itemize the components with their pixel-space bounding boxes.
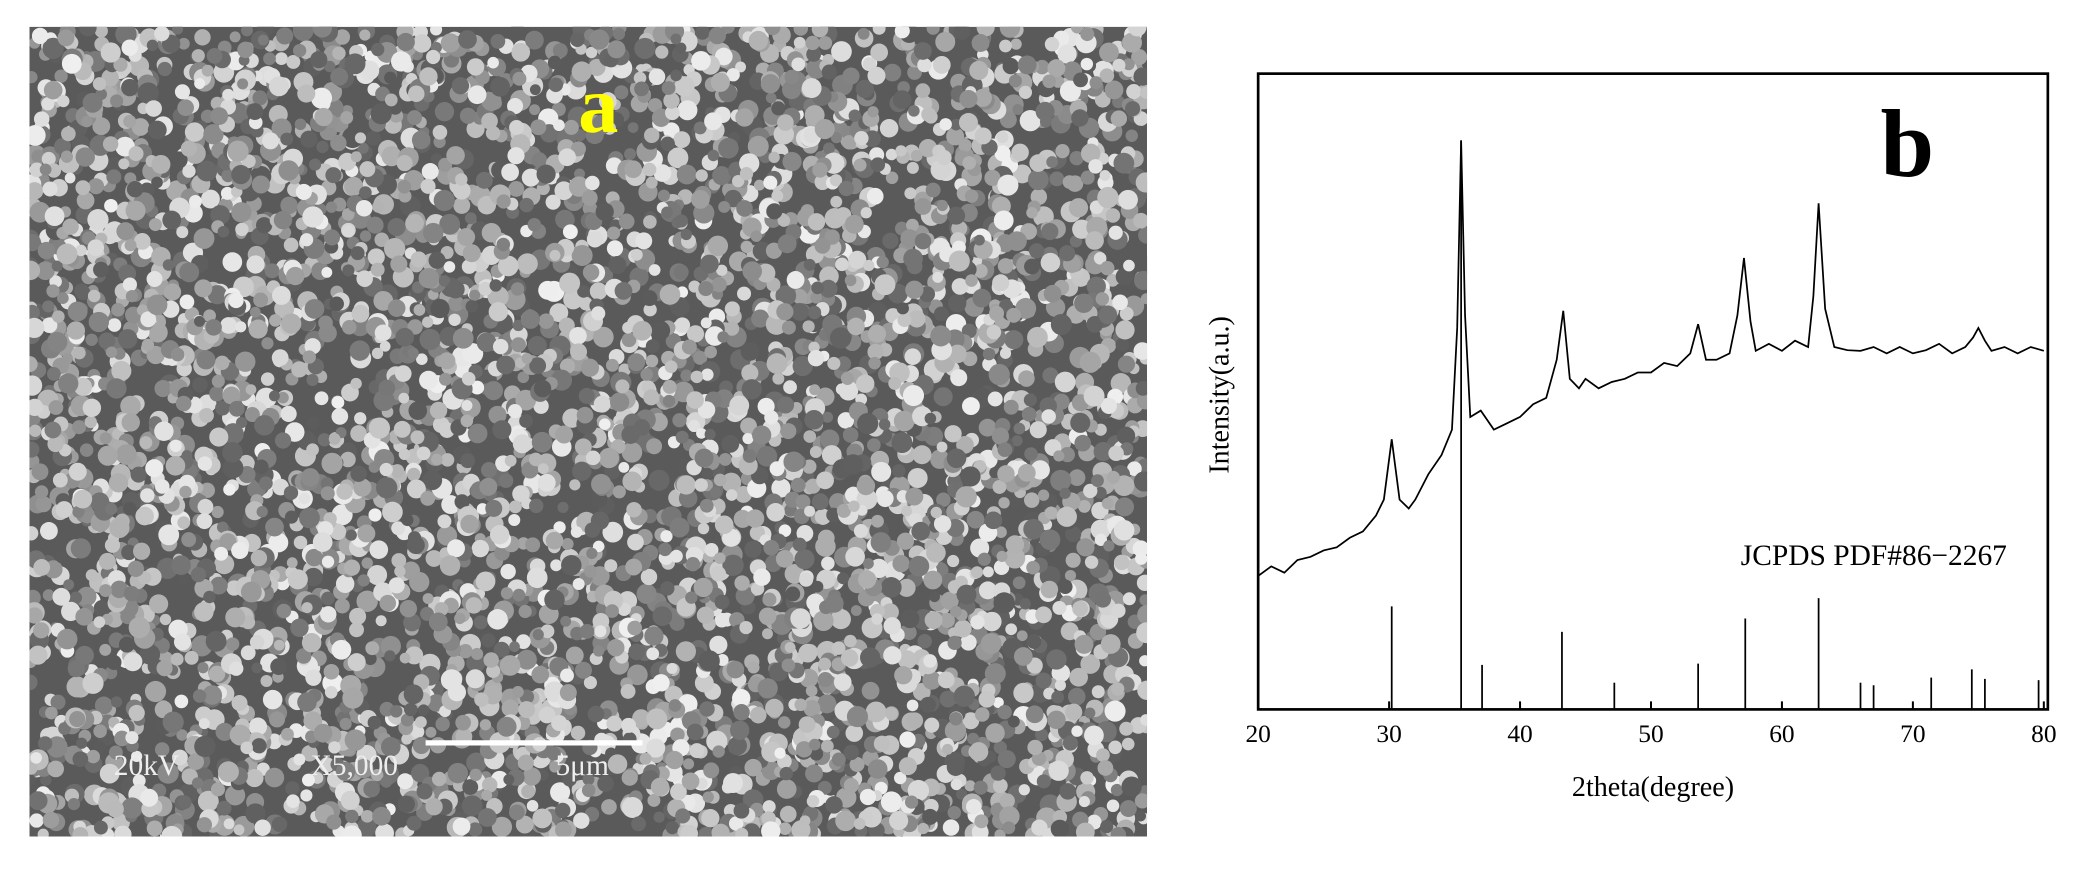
y-axis-label: Intensity(a.u.) [1204, 316, 1235, 474]
x-tick-label: 30 [1376, 719, 1401, 748]
diffraction-line [1257, 140, 2045, 577]
x-tick-label: 80 [2031, 719, 2056, 748]
panel-label: b [1881, 90, 1935, 197]
x-tick-label: 50 [1638, 719, 1663, 748]
plot-frame [1256, 72, 2050, 711]
x-tick-label: 60 [1769, 719, 1794, 748]
sem-image [29, 26, 1148, 837]
annotation: JCPDS PDF#86−2267 [1741, 540, 2007, 572]
sem-magnification: X5,000 [311, 750, 399, 782]
panel-label: a [578, 61, 618, 150]
sem-voltage: 20kV [114, 750, 179, 782]
x-axis-label: 2theta(degree) [1572, 772, 1734, 803]
x-tick-label: 40 [1507, 719, 1532, 748]
x-tick-label: 70 [1900, 719, 1925, 748]
x-tick-label: 20 [1245, 719, 1270, 748]
sem-scale: 5μm [555, 750, 609, 782]
